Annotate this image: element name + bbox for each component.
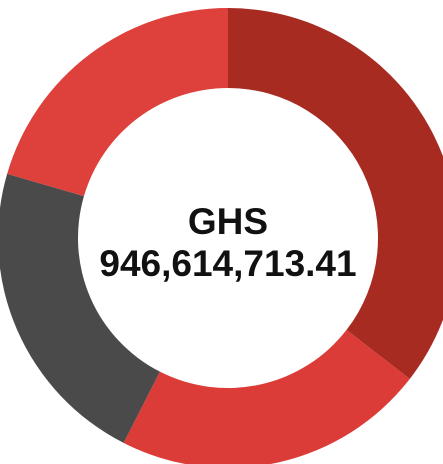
donut-segment bbox=[228, 8, 443, 379]
donut-segment bbox=[0, 173, 160, 443]
donut bbox=[0, 8, 443, 464]
center-amount: 946,614,713.41 bbox=[99, 243, 356, 284]
center-currency: GHS bbox=[188, 201, 268, 242]
donut-segment bbox=[123, 329, 410, 464]
donut-segment bbox=[7, 8, 229, 197]
